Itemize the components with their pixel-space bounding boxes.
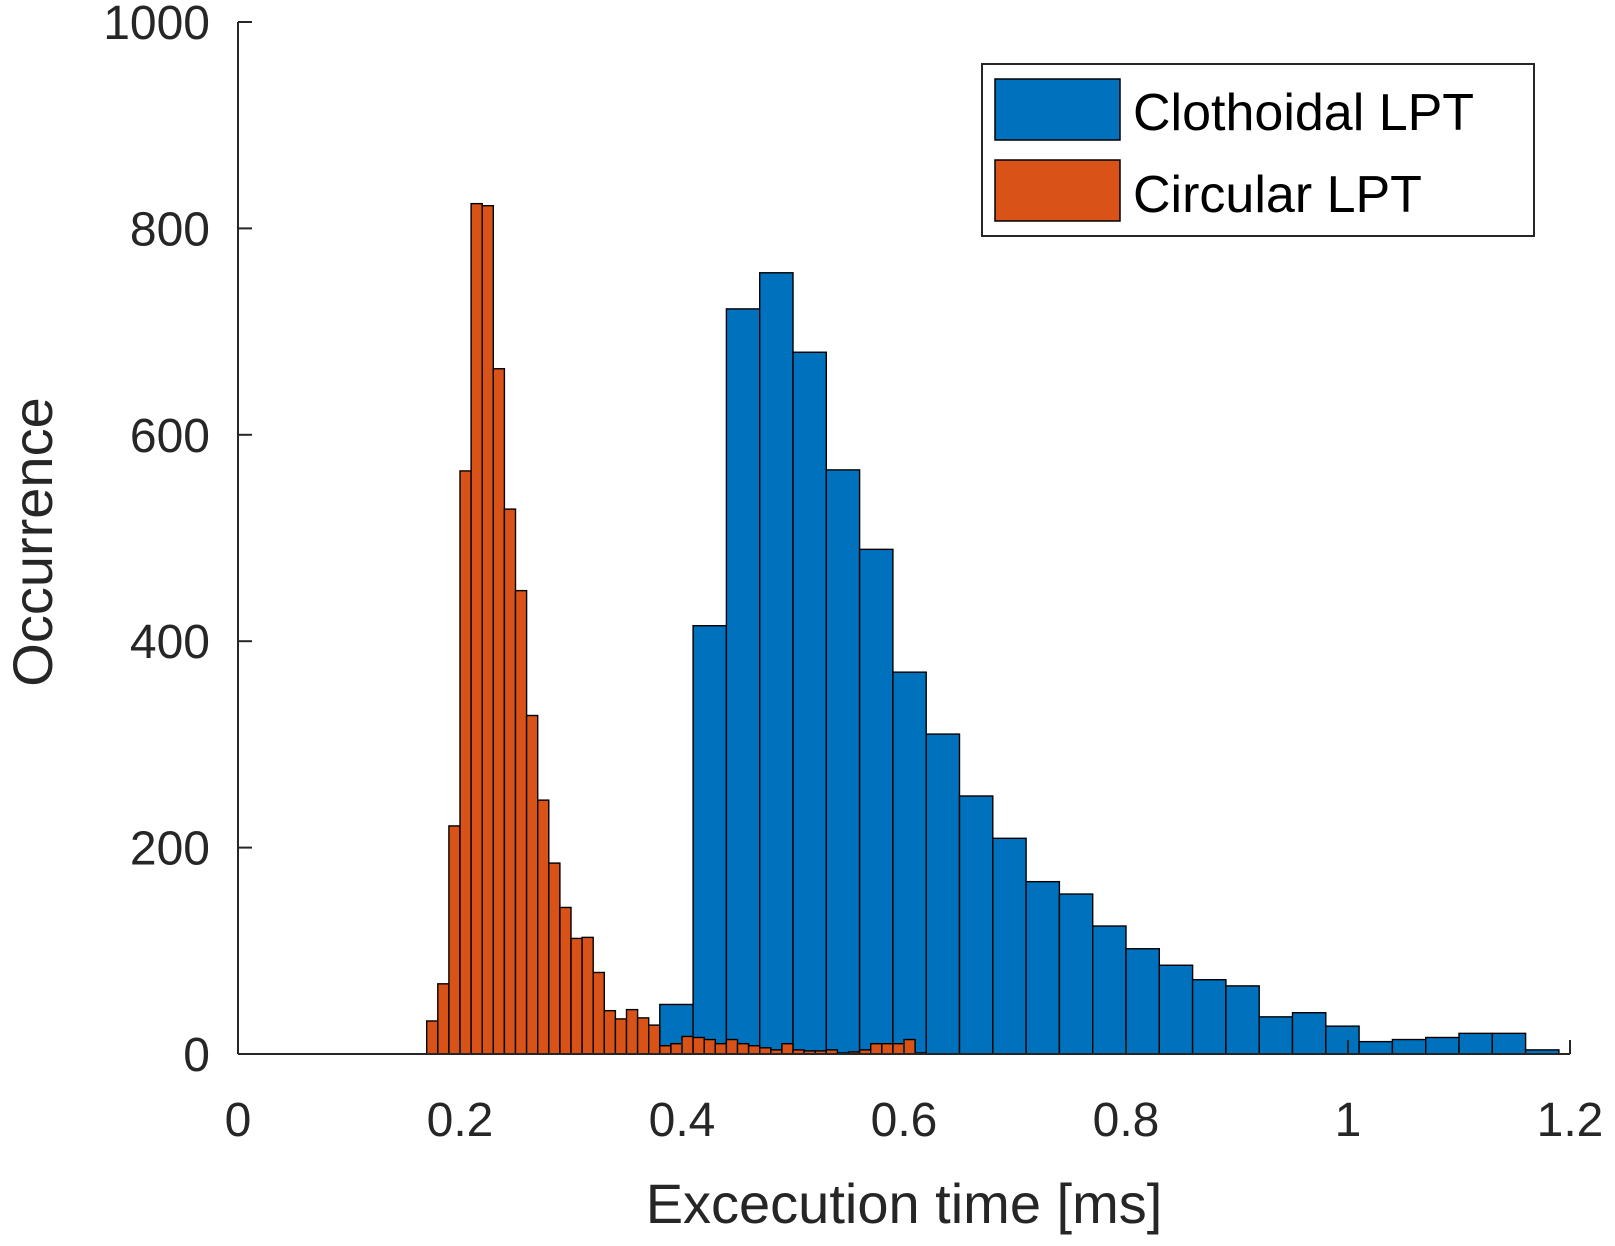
circular-bar — [426, 1020, 439, 1055]
clothoidal-bar — [759, 272, 794, 1055]
x-tick-label: 0.8 — [1093, 1094, 1160, 1147]
x-ticks: 0 0.2 0.4 0.6 0.8 1 1.2 — [225, 1040, 1604, 1147]
clothoidal-bar — [725, 308, 761, 1055]
circular-bar — [636, 1017, 650, 1055]
circular-bar — [781, 1042, 794, 1055]
circular-bar — [714, 1042, 728, 1055]
clothoidal-bar — [1258, 1016, 1294, 1055]
circular-bar — [581, 936, 594, 1055]
circular-bar — [481, 204, 495, 1055]
clothoidal-bar — [1391, 1038, 1427, 1055]
clothoidal-bar — [825, 469, 861, 1055]
x-tick-label: 1.2 — [1537, 1094, 1604, 1147]
circular-bar — [648, 1024, 661, 1055]
circular-bar — [670, 1042, 683, 1055]
clothoidal-bar — [692, 625, 728, 1055]
clothoidal-bar — [1424, 1036, 1460, 1055]
circular-bar — [470, 202, 483, 1055]
circular-bar — [747, 1045, 761, 1055]
clothoidal-bar — [1125, 948, 1160, 1055]
legend-swatch-clothoidal — [994, 78, 1121, 141]
clothoidal-bar — [1158, 964, 1194, 1055]
x-tick-label: 0 — [225, 1094, 252, 1147]
clothoidal-bar — [1091, 925, 1127, 1055]
x-axis-title: Excecution time [ms] — [646, 1172, 1163, 1235]
x-tick-label: 0.4 — [649, 1094, 716, 1147]
circular-bar — [492, 368, 506, 1055]
circular-bars — [426, 202, 927, 1055]
circular-bar — [870, 1042, 883, 1055]
circular-bar — [437, 983, 450, 1055]
clothoidal-bar — [1225, 985, 1260, 1055]
circular-bar — [503, 508, 517, 1055]
circular-bar — [659, 1045, 672, 1055]
x-tick-label: 1 — [1335, 1094, 1362, 1147]
legend-label-clothoidal: Clothoidal LPT — [1133, 84, 1474, 142]
circular-bar — [681, 1035, 694, 1055]
circular-bar — [625, 1008, 639, 1055]
circular-bar — [692, 1036, 705, 1055]
x-tick-label: 0.2 — [427, 1094, 494, 1147]
y-tick-label: 600 — [130, 410, 210, 463]
y-tick-label: 0 — [183, 1029, 210, 1082]
x-tick-label: 0.6 — [871, 1094, 938, 1147]
circular-bar — [892, 1042, 905, 1055]
legend-swatch-circular — [994, 159, 1121, 222]
clothoidal-bar — [1191, 979, 1227, 1055]
clothoidal-bar — [892, 671, 927, 1055]
y-ticks: 0 200 400 600 800 1000 — [103, 0, 252, 1082]
circular-bar — [514, 589, 528, 1055]
y-tick-label: 400 — [130, 616, 210, 669]
clothoidal-bar — [858, 548, 894, 1055]
clothoidal-bar — [792, 351, 827, 1055]
clothoidal-bar — [1458, 1032, 1493, 1055]
circular-bar — [725, 1038, 739, 1055]
circular-bar — [548, 862, 561, 1055]
clothoidal-bar — [1358, 1040, 1394, 1055]
clothoidal-bar — [1291, 1012, 1327, 1055]
y-tick-label: 800 — [130, 203, 210, 256]
clothoidal-bar — [1325, 1025, 1360, 1055]
y-tick-label: 1000 — [103, 0, 210, 50]
clothoidal-bar — [992, 837, 1027, 1055]
circular-bar — [903, 1038, 916, 1055]
circular-bar — [736, 1042, 750, 1055]
clothoidal-bar — [1491, 1032, 1527, 1055]
circular-bar — [703, 1038, 717, 1055]
clothoidal-bar — [958, 795, 994, 1055]
circular-bar — [592, 971, 606, 1055]
clothoidal-bar — [925, 733, 961, 1055]
legend: Clothoidal LPT Circular LPT — [981, 63, 1535, 237]
legend-label-circular: Circular LPT — [1133, 166, 1422, 224]
circular-bar — [614, 1018, 628, 1055]
clothoidal-bars — [659, 272, 1560, 1055]
circular-bar — [459, 470, 472, 1055]
circular-bar — [525, 714, 539, 1055]
circular-bar — [881, 1042, 894, 1055]
circular-bar — [537, 799, 550, 1055]
y-axis-title: Occurrence — [1, 397, 64, 686]
circular-bar — [603, 1009, 617, 1055]
clothoidal-bar — [1058, 893, 1094, 1055]
circular-bar — [559, 906, 572, 1055]
circular-bar — [570, 937, 583, 1055]
circular-bar — [448, 825, 461, 1055]
y-tick-label: 200 — [130, 823, 210, 876]
clothoidal-bar — [1025, 880, 1061, 1055]
